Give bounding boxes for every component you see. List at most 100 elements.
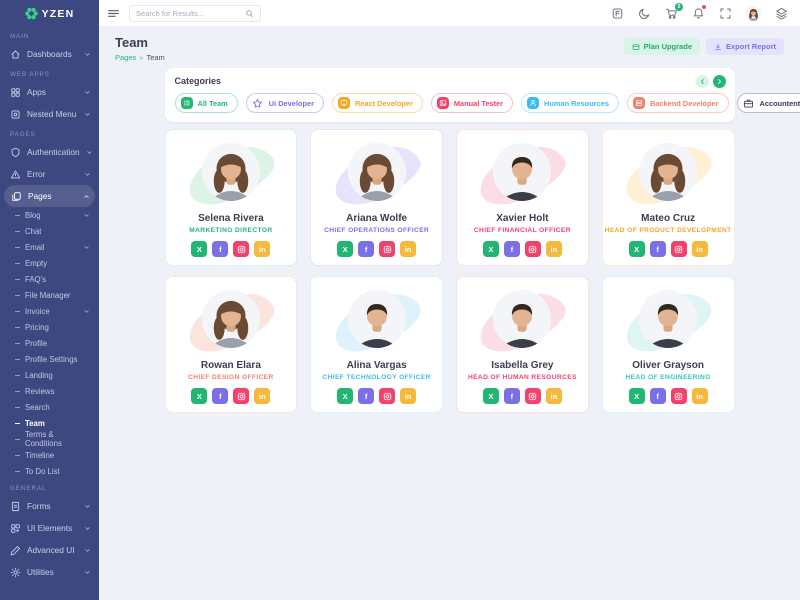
sidebar-section-general: GENERAL	[10, 485, 47, 492]
dash-icon	[15, 246, 20, 248]
twitter-x-icon[interactable]: X	[628, 241, 645, 257]
sidebar-subitem-pricing[interactable]: Pricing	[0, 319, 99, 335]
sidebar-subitem-reviews[interactable]: Reviews	[0, 383, 99, 399]
linkedin-icon[interactable]: in	[254, 241, 271, 257]
linkedin-icon[interactable]: in	[545, 241, 562, 257]
search-input[interactable]	[136, 8, 241, 18]
breadcrumb-parent[interactable]: Pages	[115, 53, 137, 62]
plan-upgrade-button[interactable]: Plan Upgrade	[623, 38, 700, 55]
export-report-button[interactable]: Export Report	[705, 38, 784, 55]
brand-name: YZEN	[41, 7, 75, 20]
chevron-down-icon	[85, 52, 90, 56]
user-avatar[interactable]	[746, 5, 761, 21]
sidebar-subitem-team[interactable]: Team	[0, 415, 99, 431]
linkedin-icon[interactable]: in	[691, 241, 708, 257]
sidebar-subitem-chat[interactable]: Chat	[0, 223, 99, 239]
carousel-prev-button[interactable]	[695, 75, 709, 88]
carousel-next-button[interactable]	[712, 75, 726, 88]
sidebar-subitem-faqs[interactable]: FAQ's	[0, 271, 99, 287]
dash-icon	[15, 230, 20, 232]
linkedin-icon[interactable]: in	[545, 388, 562, 404]
sidebar-subitem-email[interactable]: Email	[0, 239, 99, 255]
pill-label: Human Resources	[544, 98, 609, 108]
facebook-icon[interactable]: f	[649, 241, 666, 257]
twitter-x-icon[interactable]: X	[337, 388, 354, 404]
facebook-icon[interactable]: f	[212, 388, 229, 404]
facebook-icon[interactable]: f	[358, 241, 375, 257]
sidebar-item-nested-menu[interactable]: Nested Menu	[0, 103, 99, 125]
sidebar-subitem-timeline[interactable]: Timeline	[0, 447, 99, 463]
member-name: Xavier Holt	[496, 213, 549, 224]
instagram-icon[interactable]	[379, 388, 396, 404]
facebook-icon[interactable]: f	[649, 388, 666, 404]
sidebar-subitem-search[interactable]: Search	[0, 399, 99, 415]
facebook-icon[interactable]: f	[503, 388, 520, 404]
sidebar-item-forms[interactable]: Forms	[0, 495, 99, 517]
sidebar-item-error[interactable]: Error	[0, 163, 99, 185]
brand-logo[interactable]: YZEN	[0, 0, 99, 27]
category-pill-human-resources[interactable]: Human Resources	[521, 93, 619, 113]
sidebar-subitem-profile[interactable]: Profile	[0, 335, 99, 351]
brand-mark-icon	[24, 7, 38, 20]
page-inner: Categories All Team Ui Developer	[164, 68, 800, 413]
twitter-x-icon[interactable]: X	[191, 241, 208, 257]
search-icon[interactable]	[245, 9, 254, 18]
sidebar-subitem-label: FAQ's	[25, 274, 46, 284]
avatar-area	[311, 281, 442, 362]
hamburger-menu-icon[interactable]	[107, 7, 120, 20]
sidebar-item-pages[interactable]: Pages	[4, 185, 95, 207]
notifications-bell-icon[interactable]	[692, 4, 706, 20]
pill-label: All Team	[197, 98, 228, 108]
twitter-x-icon[interactable]: X	[337, 241, 354, 257]
twitter-x-icon[interactable]: X	[482, 388, 499, 404]
sidebar-subitem-to-do-list[interactable]: To Do List	[0, 463, 99, 479]
dark-mode-moon-icon[interactable]	[638, 7, 651, 20]
theme-layers-icon[interactable]	[775, 7, 788, 20]
facebook-icon[interactable]: f	[212, 241, 229, 257]
sidebar-subitem-file-manager[interactable]: File Manager	[0, 287, 99, 303]
category-pill-ui-developer[interactable]: Ui Developer	[245, 93, 324, 113]
category-pill-backend-developer[interactable]: Backend Developer	[626, 93, 729, 113]
sidebar-item-advanced-ui[interactable]: Advanced UI	[0, 539, 99, 561]
instagram-icon[interactable]	[670, 388, 687, 404]
linkedin-icon[interactable]: in	[691, 388, 708, 404]
sidebar-subitem-empty[interactable]: Empty	[0, 255, 99, 271]
instagram-icon[interactable]	[524, 388, 541, 404]
instagram-icon[interactable]	[379, 241, 396, 257]
dash-icon	[15, 438, 20, 440]
twitter-x-icon[interactable]: X	[628, 388, 645, 404]
category-pill-react-developer[interactable]: React Developer	[331, 93, 423, 113]
sidebar-subitem-landing[interactable]: Landing	[0, 367, 99, 383]
language-flag-icon[interactable]	[611, 7, 624, 20]
linkedin-icon[interactable]: in	[254, 388, 271, 404]
instagram-icon[interactable]	[670, 241, 687, 257]
sidebar-item-authentication[interactable]: Authentication	[0, 141, 99, 163]
sidebar-section-webapps: WEB APPS	[10, 71, 50, 78]
sidebar-subitem-profile-settings[interactable]: Profile Settings	[0, 351, 99, 367]
sidebar-subitem-invoice[interactable]: Invoice	[0, 303, 99, 319]
twitter-x-icon[interactable]: X	[482, 241, 499, 257]
cart-icon[interactable]: 5	[665, 2, 683, 20]
category-pill-accountent[interactable]: Accountent	[736, 93, 800, 113]
facebook-icon[interactable]: f	[503, 241, 520, 257]
instagram-icon[interactable]	[233, 388, 250, 404]
sidebar-item-ui-elements[interactable]: UI Elements	[0, 517, 99, 539]
sidebar-subitem-blog[interactable]: Blog	[0, 207, 99, 223]
sidebar-item-dashboards[interactable]: Dashboards	[0, 43, 99, 65]
member-role: HEAD OF PRODUCT DEVELOPMENT	[604, 227, 732, 234]
team-card-xavier-holt: Xavier Holt CHIEF FINANCIAL OFFICER X f …	[456, 129, 589, 266]
category-pill-all-team[interactable]: All Team	[174, 93, 238, 113]
category-pill-manual-tester[interactable]: Manual Tester	[430, 93, 514, 113]
sidebar-item-utilities[interactable]: Utilities	[0, 561, 99, 583]
sidebar-subitem-terms-conditions[interactable]: Terms & Conditions	[0, 430, 99, 448]
fullscreen-icon[interactable]	[719, 7, 732, 20]
linkedin-icon[interactable]: in	[400, 388, 417, 404]
member-name: Isabella Grey	[491, 360, 554, 371]
instagram-icon[interactable]	[233, 241, 250, 257]
sidebar-subitem-label: To Do List	[25, 466, 60, 476]
twitter-x-icon[interactable]: X	[191, 388, 208, 404]
instagram-icon[interactable]	[524, 241, 541, 257]
facebook-icon[interactable]: f	[358, 388, 375, 404]
linkedin-icon[interactable]: in	[400, 241, 417, 257]
sidebar-item-apps[interactable]: Apps	[0, 81, 99, 103]
